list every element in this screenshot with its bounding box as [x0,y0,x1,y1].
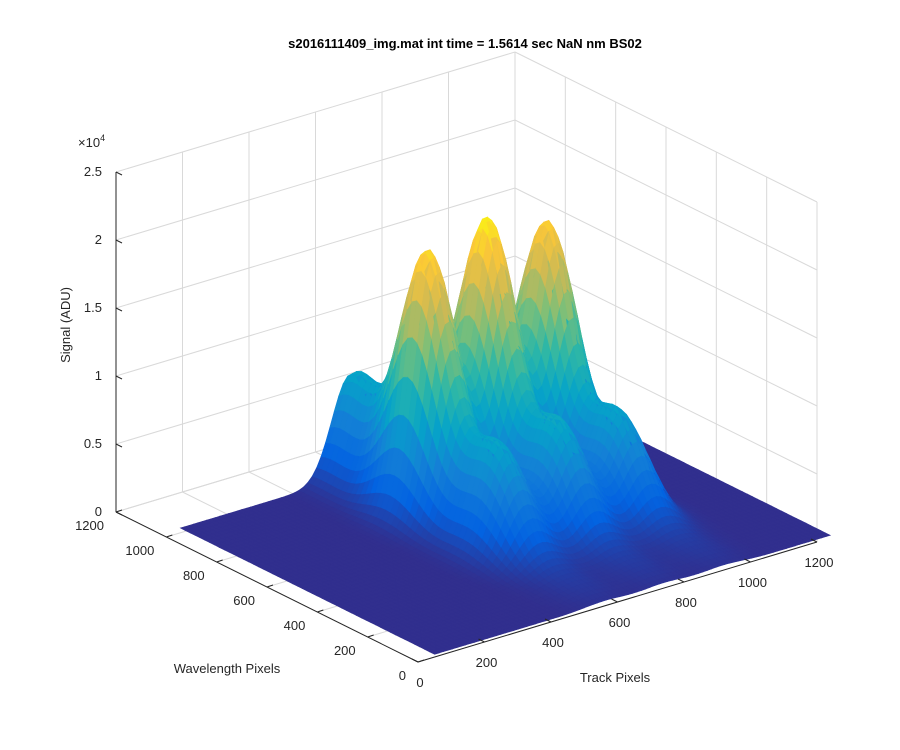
x-tick-label: 1000 [738,575,767,590]
y-tick-mark [115,509,123,513]
y-tick-mark [216,559,223,563]
y-tick-label: 600 [233,593,255,608]
grid-line [514,51,818,203]
z-tick-mark [115,511,123,516]
y-tick-label: 0 [399,668,406,683]
grid-line [115,187,516,309]
y-tick-label: 400 [284,618,306,633]
grid-line [514,187,818,339]
x-tick-mark [411,658,419,663]
y-tick-mark [166,534,173,538]
x-tick-label: 1200 [805,555,834,570]
y-tick-label: 1200 [75,518,104,533]
z-tick-mark [115,443,123,448]
grid-line [115,119,516,241]
y-tick-mark [317,609,324,613]
y-tick-mark [266,584,274,588]
x-tick-label: 400 [542,635,564,650]
x-axis-label: Track Pixels [580,670,651,685]
chart-title: s2016111409_img.mat int time = 1.5614 se… [288,36,642,51]
y-tick-label: 1000 [125,543,154,558]
z-tick-label: 1.5 [84,300,102,315]
y-tick-label: 200 [334,643,356,658]
z-tick-mark [115,307,123,312]
y-axis-label: Wavelength Pixels [174,661,281,676]
z-tick-label: 1 [95,368,102,383]
y-tick-mark [367,634,374,638]
z-tick-label: 0 [95,504,102,519]
z-exponent-power: 4 [100,133,105,143]
z-tick-mark [115,171,123,176]
grid-line [115,255,516,377]
y-tick-mark [417,659,425,663]
grid-line [514,119,818,271]
z-exponent-label: ×104 [78,133,105,150]
x-tick-label: 200 [476,655,498,670]
x-tick-mark [677,578,685,583]
x-tick-label: 0 [416,675,423,690]
z-tick-label: 2 [95,232,102,247]
z-tick-label: 0.5 [84,436,102,451]
z-tick-label: 2.5 [84,164,102,179]
z-tick-mark [115,239,123,244]
grid-line [115,51,516,173]
x-tick-label: 600 [609,615,631,630]
x-tick-mark [611,598,618,603]
surface-plot [179,216,832,655]
z-axis-label: Signal (ADU) [58,287,73,363]
y-tick-label: 800 [183,568,205,583]
z-tick-mark [115,375,123,380]
x-tick-label: 800 [675,595,697,610]
